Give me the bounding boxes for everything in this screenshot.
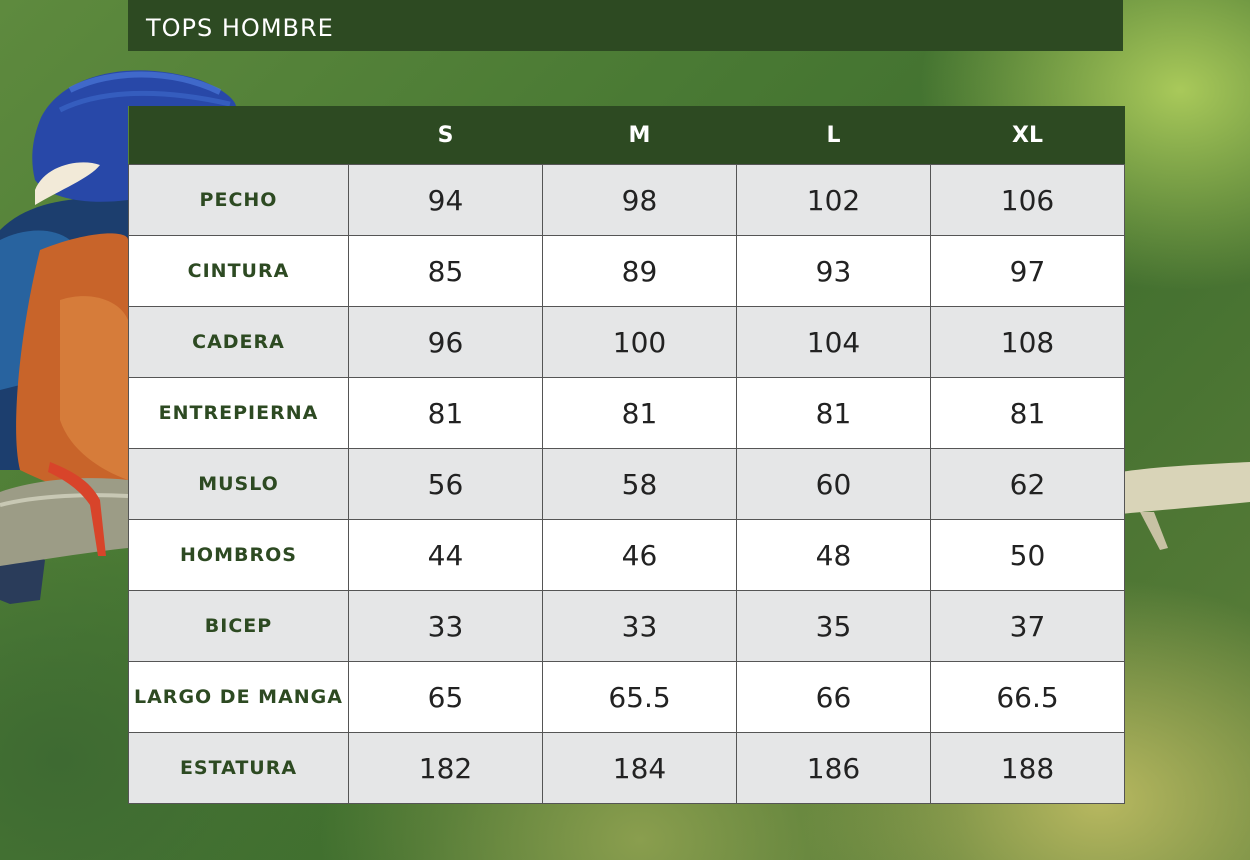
row-label: BICEP: [128, 590, 349, 662]
table-cell: 89: [542, 235, 737, 307]
table-row: BICEP 33 33 35 37: [128, 590, 1125, 662]
table-cell: 81: [542, 377, 737, 449]
table-cell: 188: [930, 732, 1125, 804]
table-cell: 33: [542, 590, 737, 662]
table-cell: 93: [736, 235, 931, 307]
table-cell: 97: [930, 235, 1125, 307]
table-cell: 106: [930, 164, 1125, 236]
table-cell: 56: [348, 448, 543, 520]
table-cell: 102: [736, 164, 931, 236]
table-cell: 81: [930, 377, 1125, 449]
table-row: PECHO 94 98 102 106: [128, 164, 1125, 236]
table-cell: 96: [348, 306, 543, 378]
table-cell: 182: [348, 732, 543, 804]
table-row: CADERA 96 100 104 108: [128, 306, 1125, 378]
page-title: TOPS HOMBRE: [146, 13, 334, 42]
row-label: PECHO: [128, 164, 349, 236]
table-cell: 50: [930, 519, 1125, 591]
row-label: CINTURA: [128, 235, 349, 307]
table-cell: 46: [542, 519, 737, 591]
kingfisher-bird-image: [0, 70, 237, 604]
table-cell: 98: [542, 164, 737, 236]
table-cell: 94: [348, 164, 543, 236]
title-bar: TOPS HOMBRE: [128, 0, 1123, 51]
table-row: ENTREPIERNA 81 81 81 81: [128, 377, 1125, 449]
branch-image: [1120, 462, 1250, 550]
table-cell: 66.5: [930, 661, 1125, 733]
table-cell: 66: [736, 661, 931, 733]
table-cell: 48: [736, 519, 931, 591]
size-chart-table: S M L XL PECHO 94 98 102 106 CINTURA 85 …: [128, 106, 1125, 804]
table-cell: 184: [542, 732, 737, 804]
table-cell: 58: [542, 448, 737, 520]
table-row: CINTURA 85 89 93 97: [128, 235, 1125, 307]
table-cell: 81: [348, 377, 543, 449]
table-row: MUSLO 56 58 60 62: [128, 448, 1125, 520]
table-cell: 85: [348, 235, 543, 307]
table-row: ESTATURA 182 184 186 188: [128, 732, 1125, 804]
table-cell: 60: [736, 448, 931, 520]
table-cell: 62: [930, 448, 1125, 520]
row-label: HOMBROS: [128, 519, 349, 591]
row-label: ENTREPIERNA: [128, 377, 349, 449]
column-header: L: [736, 106, 931, 165]
table-header-row: S M L XL: [128, 106, 1125, 165]
corner-header-cell: [128, 106, 349, 165]
table-row: HOMBROS 44 46 48 50: [128, 519, 1125, 591]
table-cell: 108: [930, 306, 1125, 378]
row-label: MUSLO: [128, 448, 349, 520]
table-cell: 186: [736, 732, 931, 804]
table-cell: 37: [930, 590, 1125, 662]
table-cell: 65: [348, 661, 543, 733]
column-header: M: [542, 106, 737, 165]
table-cell: 44: [348, 519, 543, 591]
row-label: LARGO DE MANGA: [128, 661, 349, 733]
table-row: LARGO DE MANGA 65 65.5 66 66.5: [128, 661, 1125, 733]
table-cell: 81: [736, 377, 931, 449]
column-header: XL: [930, 106, 1125, 165]
row-label: ESTATURA: [128, 732, 349, 804]
table-cell: 104: [736, 306, 931, 378]
table-cell: 33: [348, 590, 543, 662]
row-label: CADERA: [128, 306, 349, 378]
table-cell: 100: [542, 306, 737, 378]
column-header: S: [348, 106, 543, 165]
table-cell: 35: [736, 590, 931, 662]
table-cell: 65.5: [542, 661, 737, 733]
